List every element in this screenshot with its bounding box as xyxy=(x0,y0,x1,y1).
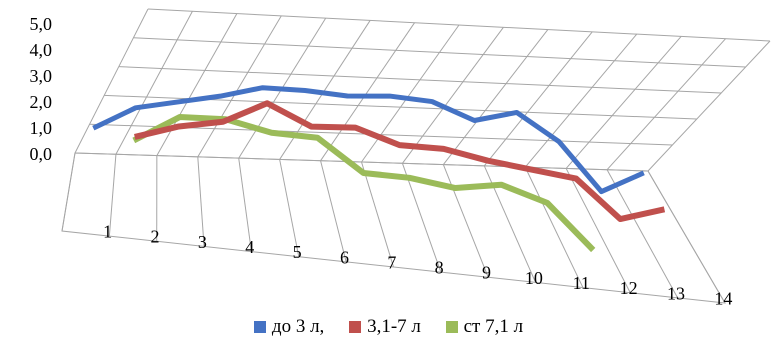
gridline-v-12 xyxy=(565,36,682,169)
legend-label-series-3: ст 7,1 л xyxy=(463,316,524,337)
floor-divider-12 xyxy=(565,168,631,293)
legend-item-series-1: до 3 л, xyxy=(253,316,325,338)
gridline-v-7 xyxy=(361,24,460,163)
gridline-v-8 xyxy=(402,26,504,164)
floor-divider-8 xyxy=(401,163,442,273)
x-tick-label: 9 xyxy=(482,263,491,283)
gridline-v-14 xyxy=(647,40,771,172)
gridline-v-11 xyxy=(524,33,638,168)
legend-item-series-3: ст 7,1 л xyxy=(445,316,524,338)
x-tick-label: 1 xyxy=(103,222,112,242)
x-tick-label: 5 xyxy=(293,242,302,262)
gridline-v-6 xyxy=(320,22,415,161)
legend-item-series-2: 3,1-7 л xyxy=(349,316,421,338)
gridline-v-9 xyxy=(442,29,549,165)
floor-divider-4 xyxy=(238,158,252,252)
legend-swatch-series-2 xyxy=(349,320,362,333)
series-line-1 xyxy=(92,85,645,195)
floor-divider-13 xyxy=(606,169,679,299)
x-tick-label: 7 xyxy=(387,252,396,272)
x-tick-label: 10 xyxy=(525,268,543,288)
legend-label-series-1: до 3 л, xyxy=(271,316,325,337)
y-tick-label: 5,0 xyxy=(30,14,53,34)
x-axis-ticks: 1 2 3 4 5 6 7 8 9 10 11 12 13 14 xyxy=(103,222,732,309)
gridline-v-2 xyxy=(156,13,238,156)
legend-label-series-2: 3,1-7 л xyxy=(367,316,421,337)
gridline-v-1 xyxy=(115,11,193,155)
floor-divider-3 xyxy=(197,156,205,247)
y-tick-label: 1,0 xyxy=(30,118,53,138)
floor-divider-6 xyxy=(320,160,347,262)
y-axis-ticks: 0,0 1,0 2,0 3,0 4,0 5,0 xyxy=(30,14,53,164)
floor-divider-1 xyxy=(108,154,117,237)
legend-swatch-series-1 xyxy=(253,320,266,333)
floor-divider-14 xyxy=(647,170,726,304)
x-tick-label: 4 xyxy=(245,237,254,257)
x-tick-label: 6 xyxy=(340,247,349,267)
x-tick-label: 12 xyxy=(620,278,638,298)
gridline-v-10 xyxy=(483,31,593,167)
y-tick-label: 2,0 xyxy=(30,92,53,112)
gridline-v-3 xyxy=(197,15,282,158)
x-tick-label: 11 xyxy=(573,273,590,293)
legend-swatch-series-3 xyxy=(445,320,458,333)
floor-divider-5 xyxy=(279,159,300,257)
legend: до 3 л, 3,1-7 л ст 7,1 л xyxy=(0,316,777,338)
x-tick-label: 8 xyxy=(435,258,444,278)
x-tick-label: 13 xyxy=(667,283,685,303)
x-tick-label: 2 xyxy=(151,227,160,247)
floor-divider-7 xyxy=(361,161,394,268)
series-line-2 xyxy=(134,100,666,223)
gridline-v-13 xyxy=(606,38,726,171)
y-tick-label: 4,0 xyxy=(30,40,53,60)
y-tick-label: 3,0 xyxy=(30,66,53,86)
x-tick-label: 3 xyxy=(198,232,207,252)
gridline-v-0 xyxy=(74,8,149,154)
floor-divider-9 xyxy=(442,164,489,278)
floor-divider-11 xyxy=(524,166,584,288)
chart-walls xyxy=(61,8,771,304)
floor-divider-0 xyxy=(61,152,76,232)
x-tick-label: 14 xyxy=(714,288,732,308)
series-lines xyxy=(92,85,666,253)
y-tick-label: 0,0 xyxy=(30,144,53,164)
